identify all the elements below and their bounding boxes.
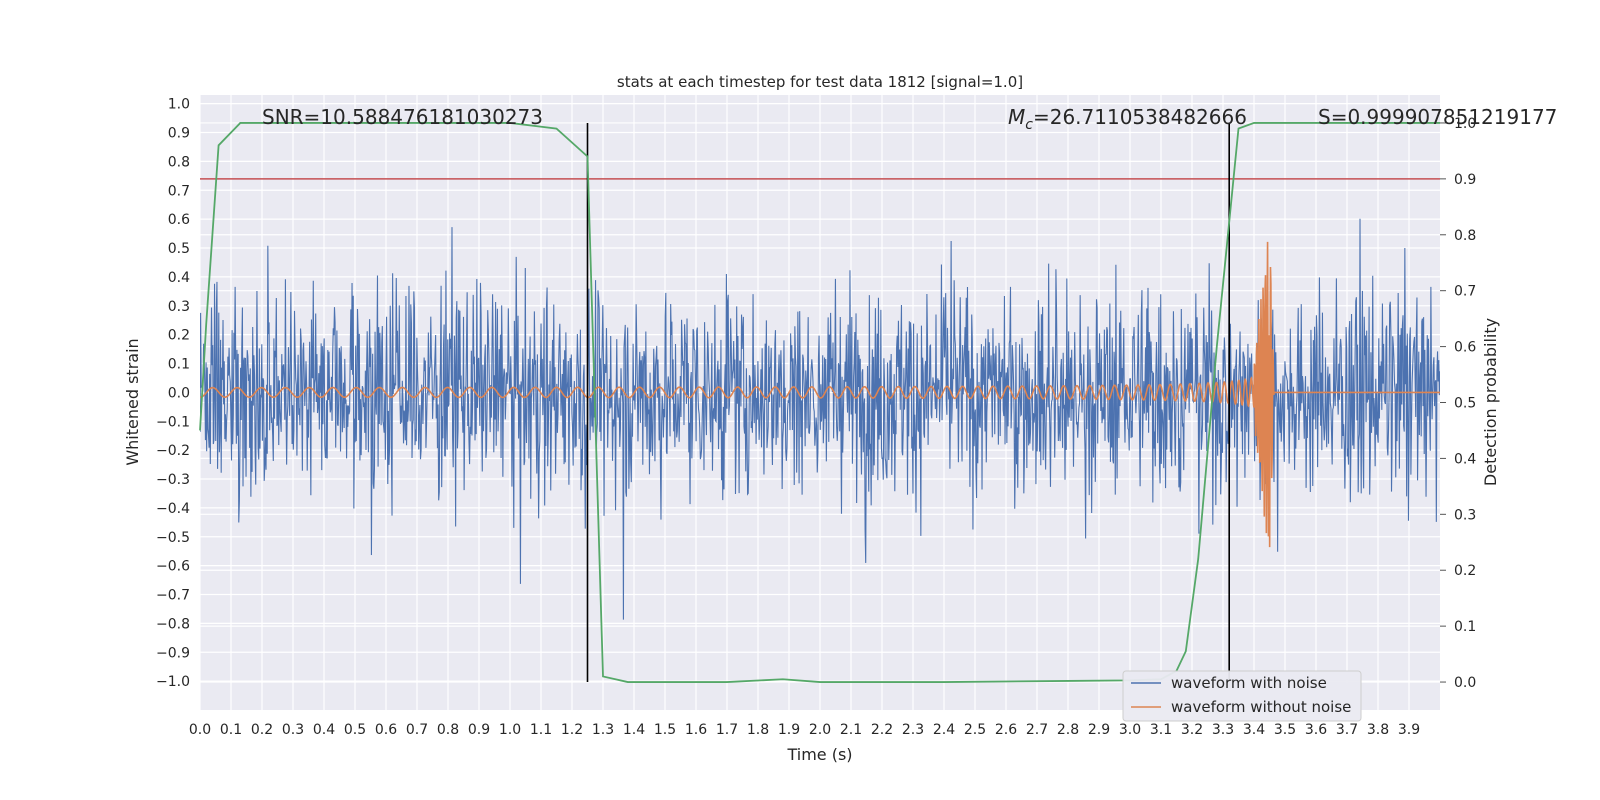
y-tick-label-right: 0.8: [1454, 228, 1476, 244]
x-tick-label: 3.1: [1150, 722, 1172, 738]
x-tick-label: 1.9: [778, 722, 800, 738]
y-tick-label-left: 1.0: [168, 97, 190, 113]
x-tick-label: 1.7: [716, 722, 738, 738]
y-tick-label-right: 0.6: [1454, 340, 1476, 356]
x-tick-label: 1.3: [592, 722, 614, 738]
x-tick-label: 0.7: [406, 722, 428, 738]
x-tick-label: 2.5: [964, 722, 986, 738]
legend-label-noise: waveform with noise: [1171, 674, 1327, 692]
x-tick-label: 0.8: [437, 722, 459, 738]
x-tick-label: 3.3: [1212, 722, 1234, 738]
x-tick-label: 3.9: [1398, 722, 1420, 738]
legend: waveform with noise waveform without noi…: [1122, 670, 1362, 722]
x-tick-label: 3.2: [1181, 722, 1203, 738]
x-tick-label: 3.8: [1367, 722, 1389, 738]
x-tick-label: 0.3: [282, 722, 304, 738]
y-tick-label-left: 0.4: [168, 270, 190, 286]
y-tick-label-right: 1.0: [1454, 116, 1476, 132]
x-tick-label: 1.8: [747, 722, 769, 738]
y-tick-label-right: 0.0: [1454, 675, 1476, 691]
x-tick-label: 0.9: [468, 722, 490, 738]
y-tick-label-left: −0.5: [156, 530, 190, 546]
x-tick-label: 2.4: [933, 722, 955, 738]
y-tick-label-right: 0.2: [1454, 563, 1476, 579]
y-tick-label-left: 0.9: [168, 126, 190, 142]
x-tick-label: 3.0: [1119, 722, 1141, 738]
y-tick-label-left: −0.2: [156, 443, 190, 459]
x-tick-label: 2.7: [1026, 722, 1048, 738]
y-tick-label-right: 0.4: [1454, 451, 1476, 467]
x-tick-label: 2.6: [995, 722, 1017, 738]
y-tick-label-left: −0.6: [156, 559, 190, 575]
x-tick-label: 1.5: [654, 722, 676, 738]
x-tick-label: 3.4: [1243, 722, 1265, 738]
x-tick-label: 1.0: [499, 722, 521, 738]
x-tick-label: 2.0: [809, 722, 831, 738]
x-tick-label: 3.5: [1274, 722, 1296, 738]
x-tick-label: 3.6: [1305, 722, 1327, 738]
y-tick-label-left: −0.3: [156, 472, 190, 488]
y-tick-label-left: 0.7: [168, 183, 190, 199]
y-tick-label-left: 0.1: [168, 357, 190, 373]
y-tick-label-right: 0.1: [1454, 619, 1476, 635]
clean-waveform-line: [200, 241, 1440, 548]
x-tick-label: 0.2: [251, 722, 273, 738]
mc-value: =26.7110538482666: [1033, 105, 1247, 129]
y-axis-label-right: Detection probability: [1481, 318, 1500, 486]
y-tick-label-left: −0.9: [156, 645, 190, 661]
y-axis-label-left: Whitened strain: [123, 338, 142, 465]
x-tick-label: 1.4: [623, 722, 645, 738]
y-tick-label-left: 0.6: [168, 212, 190, 228]
x-tick-label: 1.2: [561, 722, 583, 738]
y-tick-label-right: 0.5: [1454, 396, 1476, 412]
x-tick-label: 2.2: [871, 722, 893, 738]
x-tick-label: 2.1: [840, 722, 862, 738]
x-tick-label: 0.1: [220, 722, 242, 738]
x-tick-label: 0.4: [313, 722, 335, 738]
mc-symbol: M: [1008, 105, 1025, 129]
y-tick-label-left: 0.2: [168, 328, 190, 344]
x-tick-label: 0.5: [344, 722, 366, 738]
x-tick-label: 3.7: [1336, 722, 1358, 738]
y-tick-label-left: 0.0: [168, 385, 190, 401]
x-tick-label: 2.9: [1088, 722, 1110, 738]
y-tick-label-left: −1.0: [156, 674, 190, 690]
chart-overlay: 1.0 0.9 0.8 0.7 0.6 0.5 0.4 0.3 0.2 0.1 0.0 −0.1 −0.…: [156, 97, 1476, 738]
s-annotation: S=0.999907851219177: [1318, 105, 1557, 129]
x-tick-label: 0.0: [189, 722, 211, 738]
x-tick-label: 2.8: [1057, 722, 1079, 738]
y-tick-label-left: −0.1: [156, 414, 190, 430]
snr-annotation: SNR=10.588476181030273: [262, 105, 543, 129]
legend-label-clean: waveform without noise: [1171, 698, 1351, 716]
y-tick-label-left: −0.7: [156, 588, 190, 604]
mc-annotation: Mc=26.7110538482666: [1008, 105, 1247, 133]
y-tick-label-right: 0.3: [1454, 507, 1476, 523]
mc-subscript: c: [1025, 117, 1033, 133]
x-axis-label: Time (s): [786, 745, 852, 764]
detection-probability-line: [199, 122, 1440, 683]
x-tick-label: 0.6: [375, 722, 397, 738]
chart-title: stats at each timestep for test data 181…: [617, 73, 1023, 91]
legend-box: [1122, 670, 1362, 722]
x-tick-label: 2.3: [902, 722, 924, 738]
series-waveform-without-noise: [200, 241, 1440, 548]
y-tick-label-left: 0.3: [168, 299, 190, 315]
y-tick-label-left: −0.4: [156, 501, 190, 517]
y-tick-label-left: 0.5: [168, 241, 190, 257]
y-tick-label-left: −0.8: [156, 616, 190, 632]
x-tick-label: 1.1: [530, 722, 552, 738]
y-tick-label-right: 0.7: [1454, 284, 1476, 300]
x-tick-label: 1.6: [685, 722, 707, 738]
y-tick-label-left: 0.8: [168, 154, 190, 170]
y-tick-label-right: 0.9: [1454, 172, 1476, 188]
